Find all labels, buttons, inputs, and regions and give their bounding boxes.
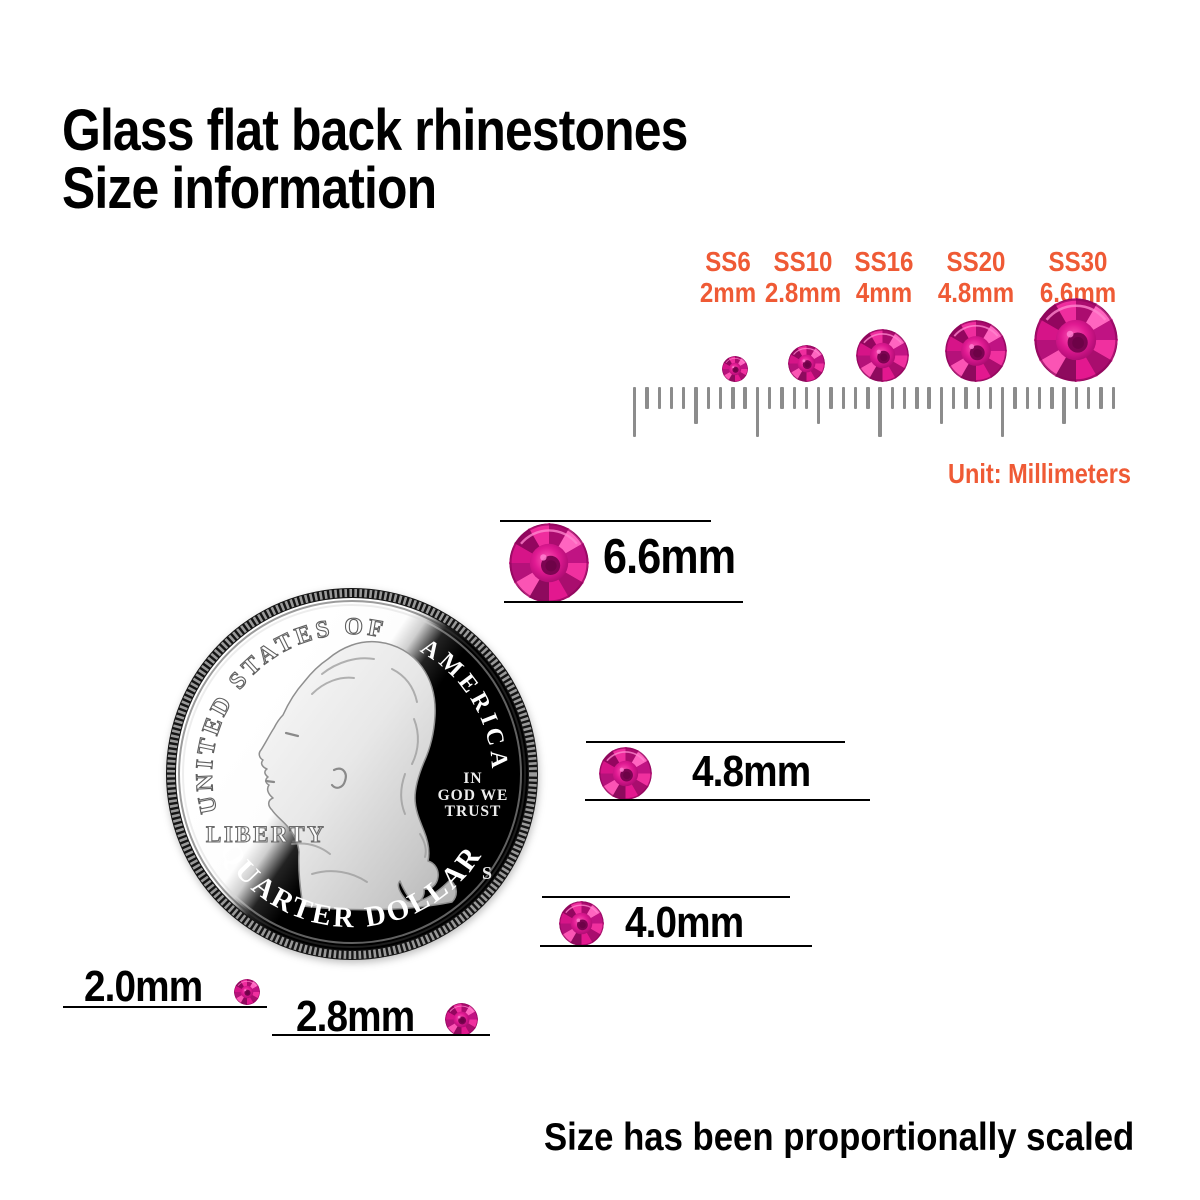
rhinestone-4-0mm-icon	[559, 901, 604, 946]
page-title-line2: Size information	[62, 156, 437, 221]
rhinestone-ss10-icon	[788, 345, 825, 382]
coin-motto-line2: GOD WE	[438, 787, 509, 804]
ruler-tick	[878, 387, 882, 437]
page-title-line1: Glass flat back rhinestones	[62, 98, 688, 163]
ruler-tick	[718, 387, 723, 409]
ruler-tick	[927, 387, 931, 409]
comparison-label-6-6mm: 6.6mm	[603, 530, 736, 584]
ruler-tick	[755, 387, 760, 437]
comparison-label-2-8mm: 2.8mm	[296, 992, 415, 1041]
ruler-tick	[1062, 387, 1066, 424]
ruler-tick	[1013, 387, 1017, 409]
ruler-tick	[694, 387, 698, 424]
ruler-tick	[890, 387, 895, 409]
ruler-tick	[767, 387, 772, 409]
size-label-ss10: SS10 2.8mm	[765, 246, 841, 308]
rhinestone-2-0mm-icon	[234, 979, 260, 1005]
size-mm: 4.8mm	[937, 277, 1015, 308]
rhinestone-ss20-icon	[945, 320, 1007, 382]
ruler-tick	[976, 387, 980, 409]
ruler-tick	[669, 387, 674, 409]
ruler-tick	[633, 387, 637, 437]
ruler-tick	[866, 387, 870, 409]
scale-line	[586, 741, 845, 743]
ruler-tick	[731, 387, 735, 409]
size-label-ss6: SS6 2mm	[700, 246, 756, 308]
ruler-tick	[804, 387, 809, 409]
ruler-tick	[1074, 387, 1079, 409]
size-mm: 2mm	[699, 277, 757, 308]
ruler-tick	[780, 387, 784, 409]
ruler-tick	[1111, 387, 1115, 409]
hair-detail	[291, 657, 427, 883]
millimeter-ruler	[633, 387, 1115, 439]
scale-line	[540, 945, 812, 947]
scale-line	[63, 1006, 267, 1008]
ruler-tick	[792, 387, 796, 409]
rhinestone-4-8mm-icon	[599, 747, 652, 800]
ruler-tick	[817, 387, 821, 424]
ruler-tick	[964, 387, 968, 409]
scale-line	[542, 896, 790, 898]
ruler-tick	[988, 387, 993, 409]
scale-line	[504, 601, 743, 603]
ruler-tick	[841, 387, 845, 409]
comparison-label-2-0mm: 2.0mm	[84, 962, 203, 1011]
scale-line	[500, 520, 711, 522]
ruler-tick	[853, 387, 858, 409]
coin-mint-mark: S	[482, 863, 492, 883]
rhinestone-ss16-icon	[856, 329, 909, 382]
ruler-tick	[1037, 387, 1042, 409]
rhinestone-ss30-icon	[1034, 298, 1118, 382]
ruler-tick	[1086, 387, 1091, 409]
ruler-tick	[682, 387, 686, 409]
unit-label: Unit: Millimeters	[948, 458, 1131, 489]
size-mm: 4mm	[855, 277, 913, 308]
size-label-ss16: SS16 4mm	[855, 246, 914, 308]
coin-legend-liberty: LIBERTY	[206, 822, 326, 847]
ruler-tick	[706, 387, 710, 409]
rhinestone-ss6-icon	[722, 356, 748, 382]
size-label-ss30: SS30 6.6mm	[1040, 246, 1116, 308]
size-code: SS10	[773, 246, 833, 277]
scale-line	[585, 799, 870, 801]
ruler-tick	[645, 387, 649, 409]
ruler-tick	[1025, 387, 1030, 409]
coin-motto-line1: IN	[463, 770, 482, 787]
size-code: SS30	[1048, 246, 1108, 277]
size-code: SS6	[705, 246, 751, 277]
ruler-tick	[743, 387, 747, 409]
scale-line	[272, 1034, 490, 1036]
coin-motto-line3: TRUST	[445, 803, 502, 820]
size-code: SS20	[946, 246, 1006, 277]
page-title: Glass flat back rhinestones Size informa…	[62, 98, 688, 221]
washington-bust	[258, 640, 457, 911]
size-code: SS16	[854, 246, 914, 277]
ruler-tick	[952, 387, 956, 409]
ruler-tick	[915, 387, 919, 409]
size-mm: 2.8mm	[764, 277, 842, 308]
face-detail	[264, 731, 347, 789]
ruler-tick	[657, 387, 661, 409]
ruler-tick	[1050, 387, 1054, 409]
ruler-tick	[829, 387, 833, 409]
size-label-ss20: SS20 4.8mm	[938, 246, 1014, 308]
ruler-tick	[902, 387, 907, 409]
comparison-label-4-8mm: 4.8mm	[692, 747, 811, 796]
quarter-coin: UNITED STATES OF AMERICA QUARTER DOLLAR …	[166, 588, 538, 960]
ruler-tick	[939, 387, 944, 424]
footer-note: Size has been proportionally scaled	[544, 1116, 1135, 1159]
rhinestone-2-8mm-icon	[445, 1003, 478, 1036]
ruler-tick	[1099, 387, 1103, 409]
ruler-tick	[1001, 387, 1005, 437]
comparison-label-4-0mm: 4.0mm	[625, 898, 744, 947]
